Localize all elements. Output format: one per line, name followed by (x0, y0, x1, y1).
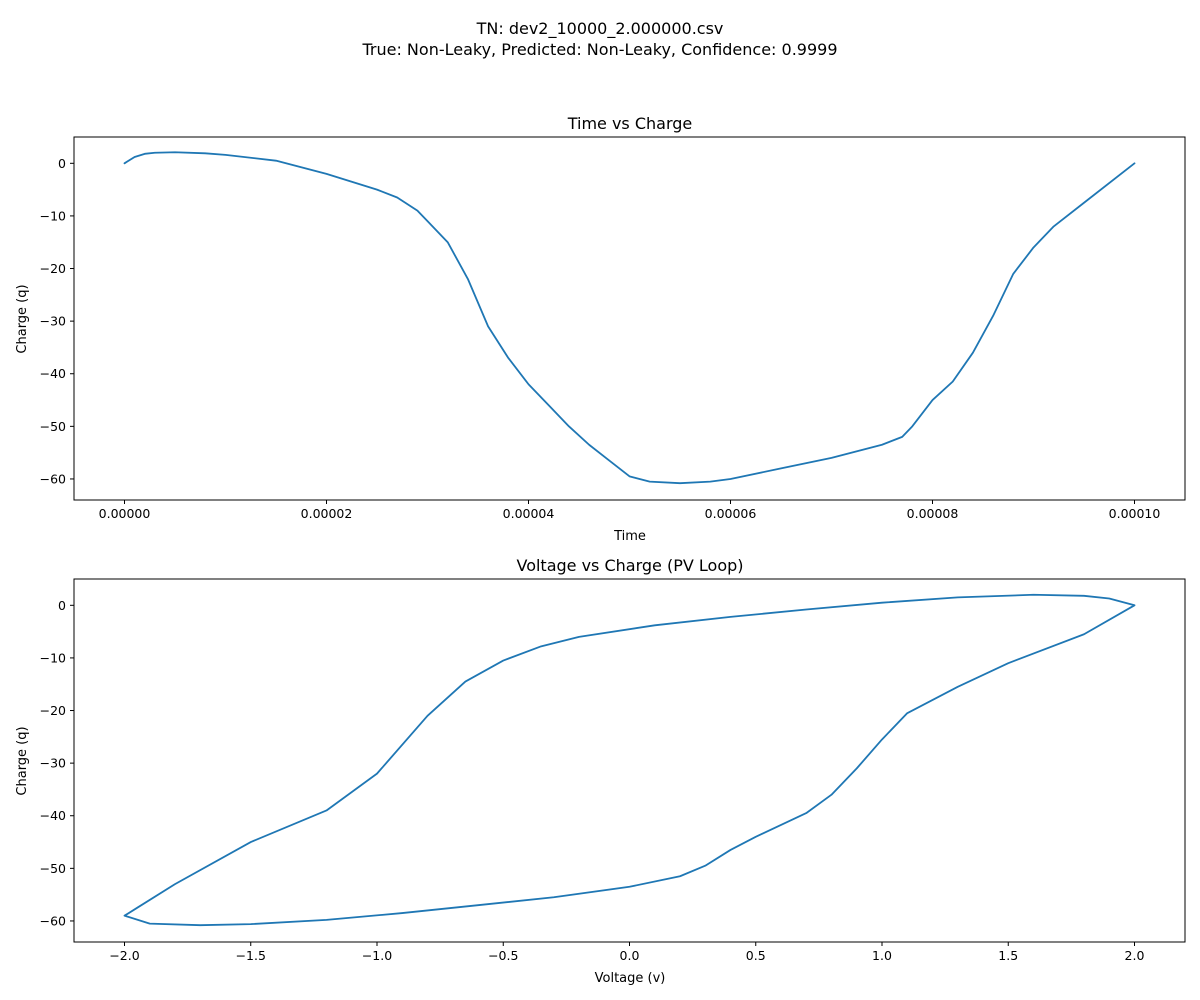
x-tick-label: −1.0 (362, 948, 392, 963)
y-axis-label: Charge (q) (15, 284, 30, 353)
x-tick-label: −1.5 (236, 948, 266, 963)
y-tick-label: −30 (40, 314, 66, 329)
x-tick-label: −0.5 (488, 948, 518, 963)
series-line (123, 151, 1136, 485)
x-tick-label: 1.5 (998, 948, 1018, 963)
x-tick-label: 0.00006 (705, 506, 757, 521)
plot-frame (73, 136, 1186, 501)
y-tick-label: −10 (40, 650, 66, 665)
series-line (123, 593, 1136, 927)
y-tick-label: −20 (40, 703, 66, 718)
time-vs-charge-chart: Time vs Charge Time Charge (q) 0.00000 0.… (15, 114, 1186, 544)
x-tick-label: 0.00002 (301, 506, 353, 521)
y-tick-label: −50 (40, 861, 66, 876)
chart-title: Time vs Charge (567, 114, 693, 133)
y-tick-label: −40 (40, 366, 66, 381)
x-tick-label: 0.00008 (907, 506, 959, 521)
y-tick-label: −60 (40, 913, 66, 928)
chart-title: Voltage vs Charge (PV Loop) (516, 556, 743, 575)
x-tick-label: 2.0 (1125, 948, 1145, 963)
x-tick-label: 0.00004 (503, 506, 555, 521)
plot-frame (73, 578, 1186, 943)
y-tick-label: 0 (58, 156, 66, 171)
figure-title-line-1: TN: dev2_10000_2.000000.csv (476, 19, 724, 39)
x-axis-label: Voltage (v) (595, 971, 666, 986)
y-tick-label: −60 (40, 471, 66, 486)
x-axis-label: Time (613, 529, 646, 544)
x-tick-label: −2.0 (109, 948, 139, 963)
y-tick-label: −20 (40, 261, 66, 276)
y-axis-label: Charge (q) (15, 726, 30, 795)
figure-title-line-2: True: Non-Leaky, Predicted: Non-Leaky, C… (361, 40, 837, 59)
y-tick-label: −30 (40, 756, 66, 771)
y-tick-label: −40 (40, 808, 66, 823)
pv-loop-chart: Voltage vs Charge (PV Loop) Voltage (v) … (15, 556, 1186, 986)
y-tick-label: 0 (58, 598, 66, 613)
y-tick-label: −10 (40, 208, 66, 223)
x-tick-label: 0.00000 (99, 506, 151, 521)
x-tick-label: 1.0 (872, 948, 892, 963)
x-tick-label: 0.0 (620, 948, 640, 963)
y-tick-label: −50 (40, 419, 66, 434)
x-tick-label: 0.5 (746, 948, 766, 963)
x-tick-label: 0.00010 (1109, 506, 1161, 521)
